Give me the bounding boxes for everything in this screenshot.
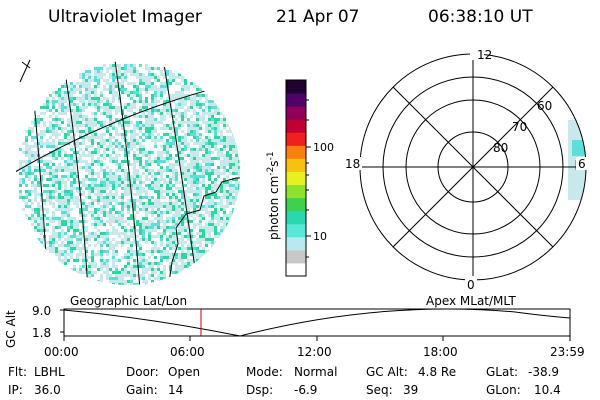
door-label: Door:	[126, 365, 159, 379]
seq-value: 39	[403, 383, 419, 397]
mlt-label-top: 12	[477, 48, 492, 62]
timeline-frame	[63, 308, 571, 337]
colorbar-tick-label: 10	[313, 230, 327, 243]
timeline-x-tick-label: 12:00	[297, 345, 332, 359]
colorbar-tick-label: 100	[313, 141, 334, 154]
meridian-line	[159, 61, 199, 285]
colorbar-segment	[286, 106, 306, 120]
colorbar-unit-label: photon cm-2s-1	[266, 151, 281, 240]
timeline-plot	[60, 308, 571, 341]
timeline-y-tick: 9.0	[32, 304, 52, 318]
gain-label: Gain:	[126, 383, 158, 397]
timeline-y-label: GC Alt	[4, 310, 18, 348]
glat-label: GLat:	[486, 365, 519, 379]
colorbar-segment	[286, 184, 306, 199]
marker-tick	[21, 61, 31, 69]
polar-plot	[344, 47, 588, 289]
colorbar-segment	[286, 119, 306, 133]
coastline	[167, 177, 240, 285]
dsp-value: -6.9	[294, 383, 318, 397]
seq-label: Seq:	[366, 383, 393, 397]
color-bar	[285, 79, 311, 277]
gcalt-label: GC Alt:	[366, 365, 408, 379]
timeline-x-tick-label: 00:00	[44, 345, 79, 359]
mlt-label-right: 6	[578, 157, 586, 171]
dsp-label: Dsp:	[246, 383, 274, 397]
instrument-title: Ultraviolet Imager	[48, 7, 202, 27]
timeline-x-tick-label: 06:00	[170, 345, 205, 359]
colorbar-segment	[286, 158, 306, 172]
colorbar-segment	[286, 80, 306, 94]
ip-label: IP:	[8, 383, 23, 397]
glat-value: -38.9	[528, 365, 560, 379]
timeline-right-label: Apex MLat/MLT	[426, 294, 516, 308]
glon-value: 10.4	[534, 383, 561, 397]
ip-value: 36.0	[34, 383, 61, 397]
flt-value: LBHL	[34, 365, 65, 379]
timeline-x-tick-label: 18:00	[423, 345, 458, 359]
mlat-label-60: 60	[537, 99, 552, 113]
colorbar-segment	[286, 197, 306, 212]
mode-value: Normal	[294, 365, 338, 379]
time-label: 06:38:10 UT	[428, 7, 533, 27]
polar-diagonal	[392, 86, 554, 248]
mlt-label-bottom: 0	[467, 278, 475, 292]
timeline-y-tick: 1.8	[32, 326, 52, 340]
mlat-label-80: 80	[493, 141, 508, 155]
flt-label: Flt:	[8, 365, 27, 379]
altitude-curve	[63, 308, 571, 337]
date-label: 21 Apr 07	[276, 7, 360, 27]
door-value: Open	[168, 365, 201, 379]
terminator-line	[19, 59, 31, 83]
colorbar-segment	[286, 262, 306, 277]
colorbar-segment	[286, 93, 306, 107]
earth-image	[16, 59, 240, 285]
colorbar-segment	[286, 210, 306, 225]
colorbar-segment	[286, 236, 306, 251]
meridian-line	[111, 61, 141, 285]
mode-label: Mode:	[246, 365, 283, 379]
mlt-label-left: 18	[345, 157, 360, 171]
gain-value: 14	[168, 383, 184, 397]
colorbar-segment	[286, 171, 306, 186]
colorbar-segment	[286, 145, 306, 159]
glon-label: GLon:	[486, 383, 521, 397]
colorbar-segment	[286, 249, 306, 264]
colorbar-segment	[286, 132, 306, 146]
colorbar-segment	[286, 223, 306, 238]
mlat-label-70: 70	[512, 120, 527, 134]
gcalt-value: 4.8 Re	[418, 365, 457, 379]
timeline-left-label: Geographic Lat/Lon	[70, 294, 188, 308]
timeline-x-tick-label: 23:59	[550, 345, 585, 359]
